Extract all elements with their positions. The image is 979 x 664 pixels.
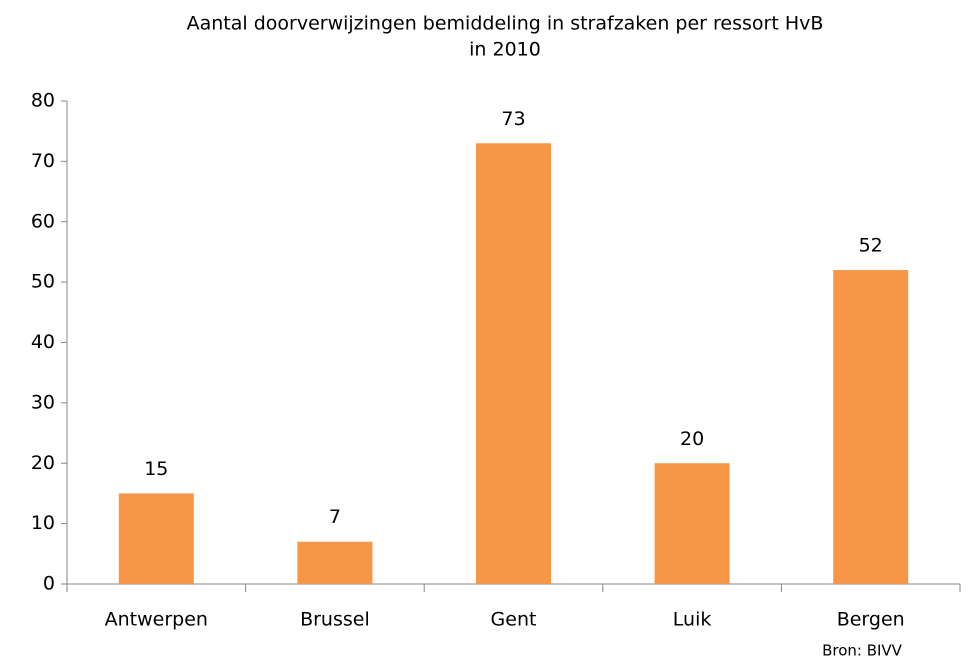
data-label: 52	[859, 235, 883, 257]
y-tick-label: 40	[31, 331, 55, 353]
bar	[118, 493, 194, 584]
data-label: 20	[680, 428, 704, 450]
chart-title: Aantal doorverwijzingen bemiddeling in s…	[187, 13, 824, 35]
bar	[297, 541, 373, 584]
data-label: 7	[329, 506, 341, 528]
bar	[654, 463, 730, 584]
chart-title: in 2010	[469, 39, 541, 61]
y-tick-label: 60	[31, 210, 55, 232]
bar	[475, 143, 552, 584]
x-tick-label: Gent	[491, 609, 537, 631]
source-note: Bron: BIVV	[822, 642, 903, 660]
data-label: 15	[144, 458, 168, 480]
y-tick-label: 30	[31, 391, 55, 413]
y-tick-label: 20	[31, 452, 55, 474]
x-tick-label: Antwerpen	[105, 609, 208, 631]
data-label: 73	[501, 108, 525, 130]
bar	[833, 270, 909, 584]
y-tick-label: 0	[43, 573, 55, 595]
y-tick-label: 80	[31, 90, 55, 112]
y-tick-label: 70	[31, 150, 55, 172]
x-tick-label: Bergen	[837, 609, 905, 631]
x-tick-label: Brussel	[300, 609, 370, 631]
y-tick-label: 50	[31, 271, 55, 293]
x-tick-label: Luik	[673, 609, 712, 631]
y-tick-label: 10	[31, 512, 55, 534]
